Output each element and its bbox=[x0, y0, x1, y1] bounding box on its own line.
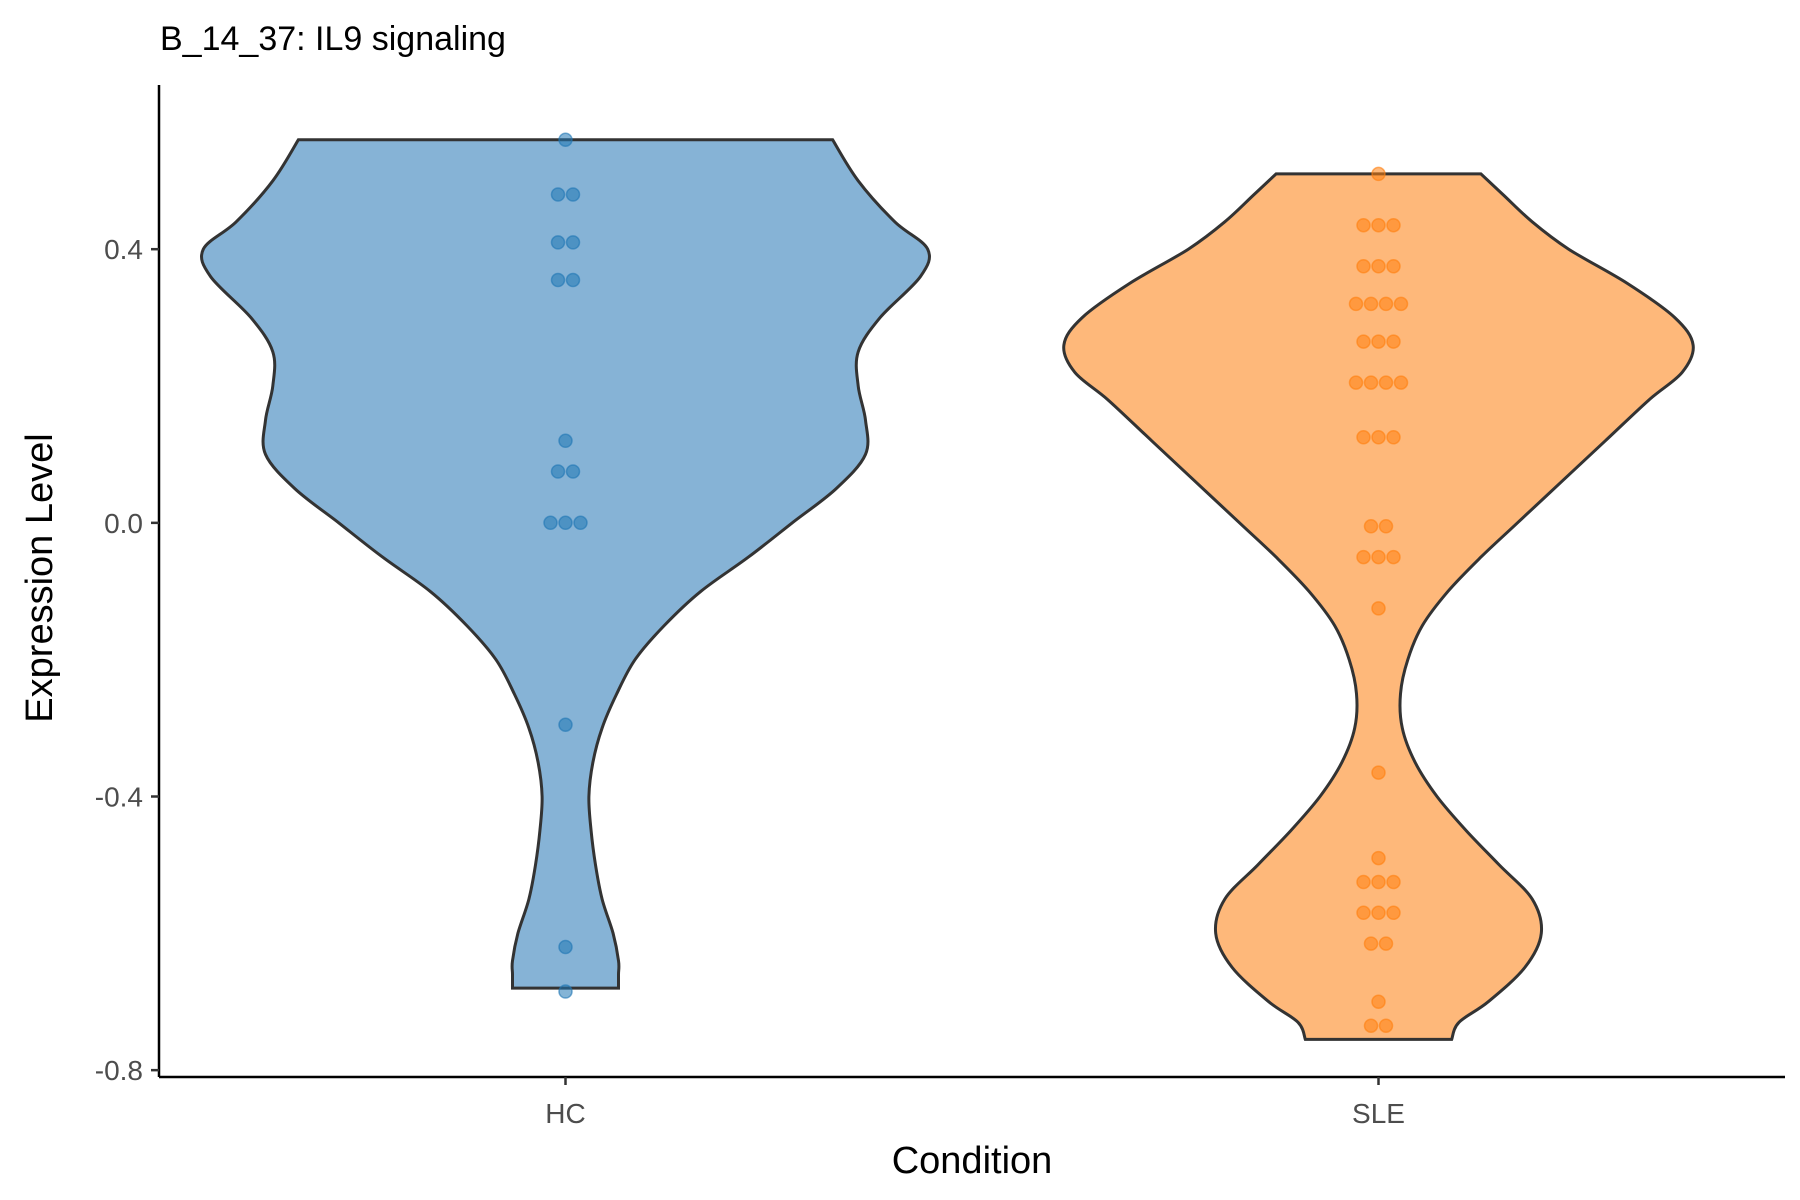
data-point-sle bbox=[1378, 936, 1394, 951]
data-point-sle bbox=[1363, 375, 1379, 390]
data-point-hc bbox=[558, 717, 573, 732]
y-tick-label: 0.4 bbox=[104, 234, 143, 265]
data-point-sle bbox=[1371, 166, 1386, 182]
y-tick-label: 0.0 bbox=[104, 508, 143, 539]
y-axis-title: Expression Level bbox=[19, 433, 61, 722]
y-tick-label: -0.4 bbox=[95, 782, 143, 813]
data-point-sle bbox=[1371, 334, 1386, 349]
data-point-sle bbox=[1356, 217, 1371, 233]
data-point-hc bbox=[573, 515, 588, 531]
data-point-sle bbox=[1378, 296, 1394, 312]
data-point-sle bbox=[1363, 519, 1379, 534]
data-point-sle bbox=[1356, 334, 1371, 349]
data-point-hc bbox=[550, 235, 566, 250]
data-point-sle bbox=[1348, 296, 1364, 312]
data-point-sle bbox=[1356, 259, 1371, 274]
plot-area bbox=[200, 132, 1695, 1041]
data-point-sle bbox=[1386, 874, 1401, 890]
data-point-sle bbox=[1393, 375, 1409, 390]
data-point-sle bbox=[1356, 905, 1371, 921]
y-tick-label: -0.8 bbox=[95, 1055, 143, 1086]
data-point-sle bbox=[1371, 217, 1386, 233]
data-point-sle bbox=[1363, 296, 1379, 312]
data-point-sle bbox=[1348, 375, 1364, 390]
data-point-sle bbox=[1371, 549, 1386, 565]
x-tick-label-sle: SLE bbox=[1352, 1098, 1405, 1129]
data-point-sle bbox=[1371, 601, 1386, 616]
data-point-sle bbox=[1356, 430, 1371, 445]
data-point-hc bbox=[558, 984, 573, 999]
data-point-hc bbox=[558, 515, 573, 531]
data-point-hc bbox=[550, 187, 566, 202]
data-point-sle bbox=[1378, 1018, 1394, 1033]
data-point-hc bbox=[558, 939, 573, 955]
data-point-hc bbox=[565, 464, 581, 479]
data-point-sle bbox=[1386, 430, 1401, 445]
data-point-sle bbox=[1356, 874, 1371, 890]
data-point-hc bbox=[565, 235, 581, 250]
y-axis-ticks: 0.4 0.0 -0.4 -0.8 bbox=[95, 234, 159, 1086]
data-point-hc bbox=[558, 132, 573, 147]
data-point-hc bbox=[565, 272, 581, 288]
data-point-sle bbox=[1371, 430, 1386, 445]
data-point-sle bbox=[1386, 217, 1401, 233]
data-point-sle bbox=[1371, 994, 1386, 1009]
data-point-sle bbox=[1386, 549, 1401, 565]
chart-title: B_14_37: IL9 signaling bbox=[160, 20, 506, 58]
data-point-sle bbox=[1371, 905, 1386, 921]
data-point-sle bbox=[1386, 905, 1401, 921]
data-point-hc bbox=[550, 464, 566, 479]
x-axis-ticks: HC SLE bbox=[545, 1077, 1405, 1129]
data-point-sle bbox=[1363, 1018, 1379, 1033]
data-point-hc bbox=[543, 515, 558, 531]
data-point-hc bbox=[550, 272, 566, 288]
data-point-hc bbox=[565, 187, 581, 202]
data-point-sle bbox=[1386, 259, 1401, 274]
data-point-hc bbox=[558, 433, 573, 449]
data-point-sle bbox=[1371, 765, 1386, 780]
data-point-sle bbox=[1378, 375, 1394, 390]
data-point-sle bbox=[1393, 296, 1409, 312]
data-point-sle bbox=[1371, 850, 1386, 866]
data-point-sle bbox=[1363, 936, 1379, 951]
data-point-sle bbox=[1386, 334, 1401, 349]
data-point-sle bbox=[1378, 519, 1394, 534]
data-point-sle bbox=[1356, 549, 1371, 565]
x-axis-title: Condition bbox=[892, 1140, 1053, 1182]
x-tick-label-hc: HC bbox=[545, 1098, 585, 1129]
data-point-sle bbox=[1371, 874, 1386, 890]
violin-hc bbox=[200, 138, 931, 990]
data-point-sle bbox=[1371, 259, 1386, 274]
